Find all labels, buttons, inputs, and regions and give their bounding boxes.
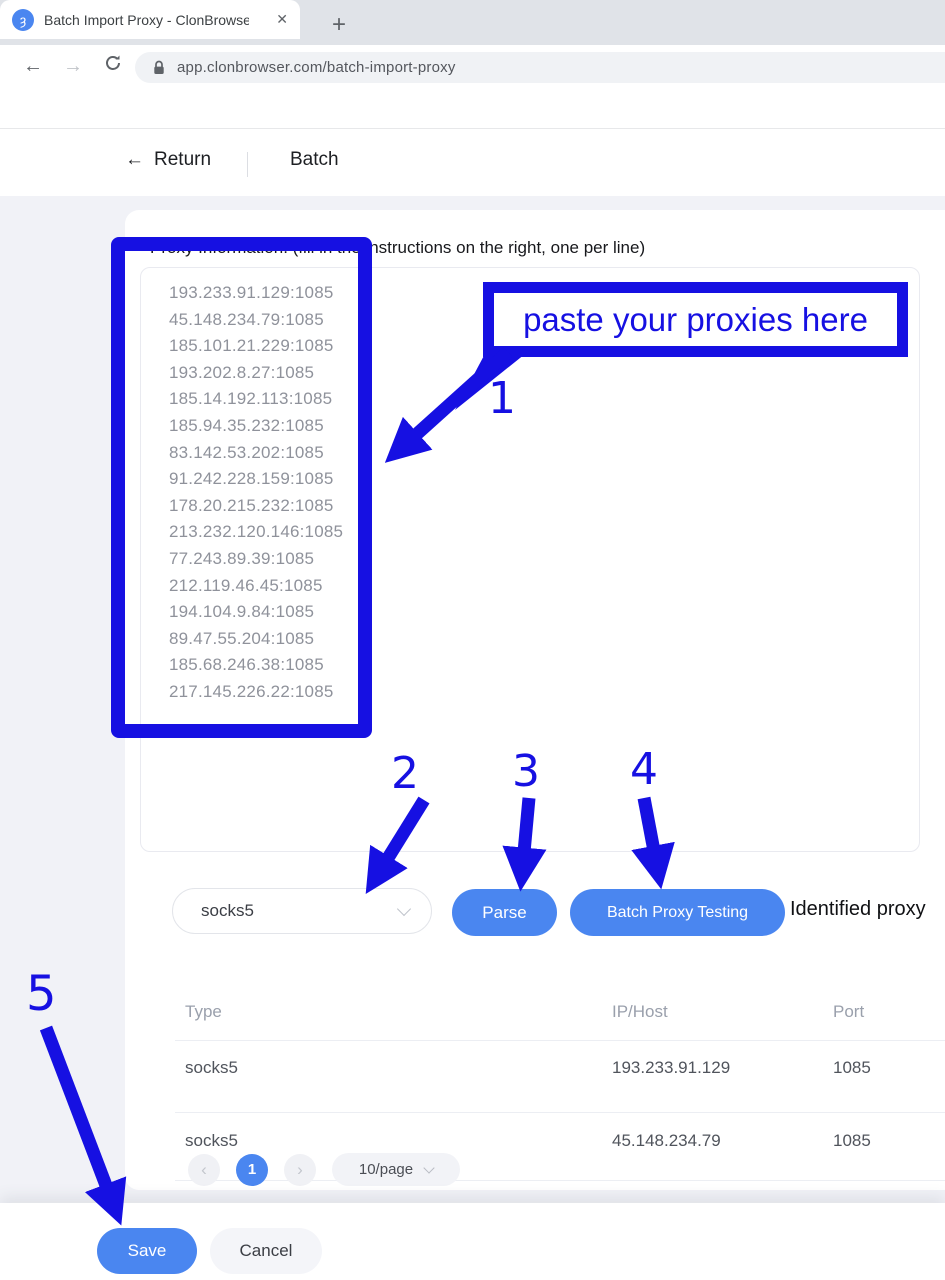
clonbrowser-favicon-icon: ȝ xyxy=(12,8,34,31)
table-divider xyxy=(175,1112,945,1113)
step-number-4: 4 xyxy=(630,744,658,795)
table-row: socks5 45.148.234.79 1085 xyxy=(0,1131,945,1151)
omnibox[interactable]: app.clonbrowser.com/batch-import-proxy xyxy=(135,52,945,83)
protocol-value: socks5 xyxy=(201,901,254,920)
tab-batch[interactable]: Batch xyxy=(290,149,339,170)
table-header-port: Port xyxy=(833,1002,865,1021)
table-header-ip: IP/Host xyxy=(612,1002,668,1021)
step-number-3: 3 xyxy=(512,746,540,797)
table-cell-type: socks5 xyxy=(185,1058,238,1077)
table-cell-port: 1085 xyxy=(833,1131,871,1150)
per-page-select[interactable]: 10/page xyxy=(332,1153,460,1186)
identified-proxy-label: Identified proxy xyxy=(790,898,926,920)
lock-icon xyxy=(153,60,165,75)
step-number-2: 2 xyxy=(391,748,419,799)
return-label: Return xyxy=(154,149,212,170)
batch-proxy-testing-button[interactable]: Batch Proxy Testing xyxy=(570,889,785,936)
per-page-value: 10/page xyxy=(358,1161,414,1178)
proxy-textarea[interactable] xyxy=(140,267,920,852)
header-divider xyxy=(247,152,248,177)
back-arrow-icon: ← xyxy=(125,149,144,170)
parse-button[interactable]: Parse xyxy=(452,889,557,936)
tab-strip: ȝ Batch Import Proxy - ClonBrowse ✕ xyxy=(0,0,945,45)
chevron-down-icon xyxy=(423,1161,435,1174)
next-page-button[interactable]: › xyxy=(284,1153,316,1186)
table-cell-ip: 45.148.234.79 xyxy=(612,1131,721,1150)
new-tab-button[interactable]: + xyxy=(331,11,346,38)
table-header-type: Type xyxy=(185,1002,222,1021)
annotation-callout: paste your proxies here xyxy=(483,282,908,357)
browser-tab[interactable]: ȝ Batch Import Proxy - ClonBrowse ✕ xyxy=(0,0,300,39)
page-header xyxy=(0,130,945,196)
page-1-button[interactable]: 1 xyxy=(236,1153,268,1186)
forward-icon[interactable]: → xyxy=(63,55,83,77)
pagination: ‹ 1 › 10/page xyxy=(188,1153,460,1186)
step-number-1: 1 xyxy=(488,373,516,424)
step-number-5: 5 xyxy=(26,966,57,1022)
return-button[interactable]: ← Return xyxy=(125,149,211,171)
reload-icon[interactable] xyxy=(96,53,130,79)
back-icon[interactable]: ← xyxy=(23,55,43,77)
table-header-row: Type IP/Host Port xyxy=(0,1002,945,1022)
url-text: app.clonbrowser.com/batch-import-proxy xyxy=(177,59,456,76)
table-divider xyxy=(175,1040,945,1041)
cancel-button[interactable]: Cancel xyxy=(210,1228,322,1274)
annotation-highlight-box xyxy=(111,237,372,738)
table-row: socks5 193.233.91.129 1085 xyxy=(0,1058,945,1078)
chevron-down-icon xyxy=(396,901,412,916)
table-divider xyxy=(175,1180,945,1181)
tab-title: Batch Import Proxy - ClonBrowse xyxy=(44,11,249,28)
table-cell-ip: 193.233.91.129 xyxy=(612,1058,731,1077)
save-button[interactable]: Save xyxy=(97,1228,197,1274)
close-tab-icon[interactable]: ✕ xyxy=(276,11,288,27)
protocol-select[interactable]: socks5 xyxy=(172,888,432,934)
table-cell-type: socks5 xyxy=(185,1131,238,1150)
chrome-page-gap xyxy=(0,90,945,129)
table-cell-port: 1085 xyxy=(833,1058,871,1077)
prev-page-button[interactable]: ‹ xyxy=(188,1153,220,1186)
